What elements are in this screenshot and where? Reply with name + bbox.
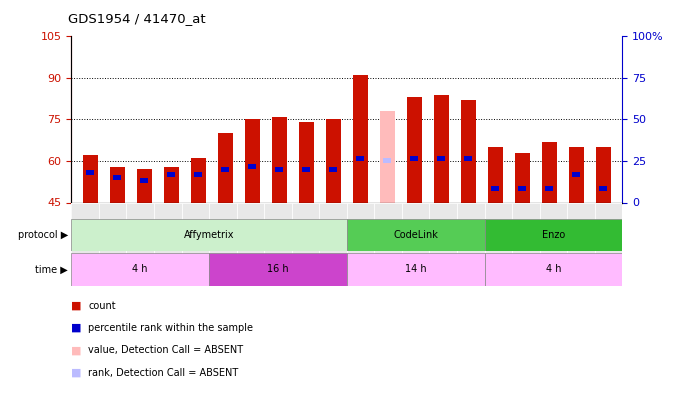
Bar <box>542 142 557 202</box>
Bar <box>209 253 347 286</box>
Bar <box>380 111 394 202</box>
Bar <box>320 202 347 257</box>
Bar <box>326 119 341 202</box>
Bar <box>248 164 256 169</box>
Text: GDS1954 / 41470_at: GDS1954 / 41470_at <box>68 12 205 25</box>
Bar <box>384 158 392 164</box>
Bar <box>599 186 607 191</box>
Bar <box>569 147 583 202</box>
Text: Enzo: Enzo <box>542 230 565 240</box>
Bar <box>237 202 265 257</box>
Bar <box>86 170 95 175</box>
Bar <box>140 178 148 183</box>
Text: ■: ■ <box>71 301 82 311</box>
Bar <box>567 202 594 257</box>
Bar <box>292 202 320 257</box>
Bar <box>410 156 418 161</box>
Bar <box>402 202 430 257</box>
Bar <box>347 253 485 286</box>
Text: 4 h: 4 h <box>133 264 148 274</box>
Bar <box>457 202 484 257</box>
Bar <box>71 202 99 257</box>
Text: 14 h: 14 h <box>405 264 426 274</box>
Text: CodeLink: CodeLink <box>393 230 438 240</box>
Bar <box>512 202 540 257</box>
Text: Affymetrix: Affymetrix <box>184 230 235 240</box>
Bar <box>491 186 499 191</box>
Bar <box>113 175 122 180</box>
Bar <box>515 153 530 202</box>
Bar <box>302 167 310 172</box>
Bar <box>461 100 476 202</box>
Bar <box>99 202 126 257</box>
Bar <box>347 202 375 257</box>
Text: ■: ■ <box>71 323 82 333</box>
Bar <box>353 75 368 202</box>
Text: 4 h: 4 h <box>545 264 561 274</box>
Bar <box>329 167 337 172</box>
Bar <box>264 202 292 257</box>
Bar <box>272 117 287 202</box>
Bar <box>71 253 209 286</box>
Bar <box>488 147 503 202</box>
Bar <box>182 202 209 257</box>
Bar <box>218 133 233 202</box>
Bar <box>191 158 206 202</box>
Bar <box>245 119 260 202</box>
Bar <box>484 202 512 257</box>
Text: value, Detection Call = ABSENT: value, Detection Call = ABSENT <box>88 345 243 355</box>
Bar <box>164 166 179 202</box>
Bar <box>154 202 182 257</box>
Bar <box>484 219 622 251</box>
Bar <box>194 173 203 177</box>
Bar <box>407 97 422 202</box>
Bar <box>484 253 622 286</box>
Bar <box>221 167 229 172</box>
Bar <box>299 122 313 202</box>
Bar <box>137 169 152 202</box>
Bar <box>518 186 526 191</box>
Bar <box>347 219 485 251</box>
Text: count: count <box>88 301 116 311</box>
Text: ■: ■ <box>71 345 82 355</box>
Bar <box>110 166 124 202</box>
Bar <box>545 186 554 191</box>
Bar <box>437 156 445 161</box>
Text: percentile rank within the sample: percentile rank within the sample <box>88 323 254 333</box>
Bar <box>209 202 237 257</box>
Bar <box>126 202 154 257</box>
Bar <box>434 95 449 202</box>
Bar <box>83 156 98 202</box>
Text: ■: ■ <box>71 368 82 377</box>
Bar <box>540 202 567 257</box>
Bar <box>71 219 347 251</box>
Bar <box>572 173 581 177</box>
Text: 16 h: 16 h <box>267 264 289 274</box>
Bar <box>275 167 284 172</box>
Bar <box>374 202 402 257</box>
Bar <box>430 202 457 257</box>
Text: rank, Detection Call = ABSENT: rank, Detection Call = ABSENT <box>88 368 239 377</box>
Bar <box>464 156 473 161</box>
Text: time ▶: time ▶ <box>35 264 68 274</box>
Bar <box>356 156 364 161</box>
Bar <box>596 147 611 202</box>
Text: protocol ▶: protocol ▶ <box>18 230 68 240</box>
Bar <box>594 202 622 257</box>
Bar <box>167 173 175 177</box>
